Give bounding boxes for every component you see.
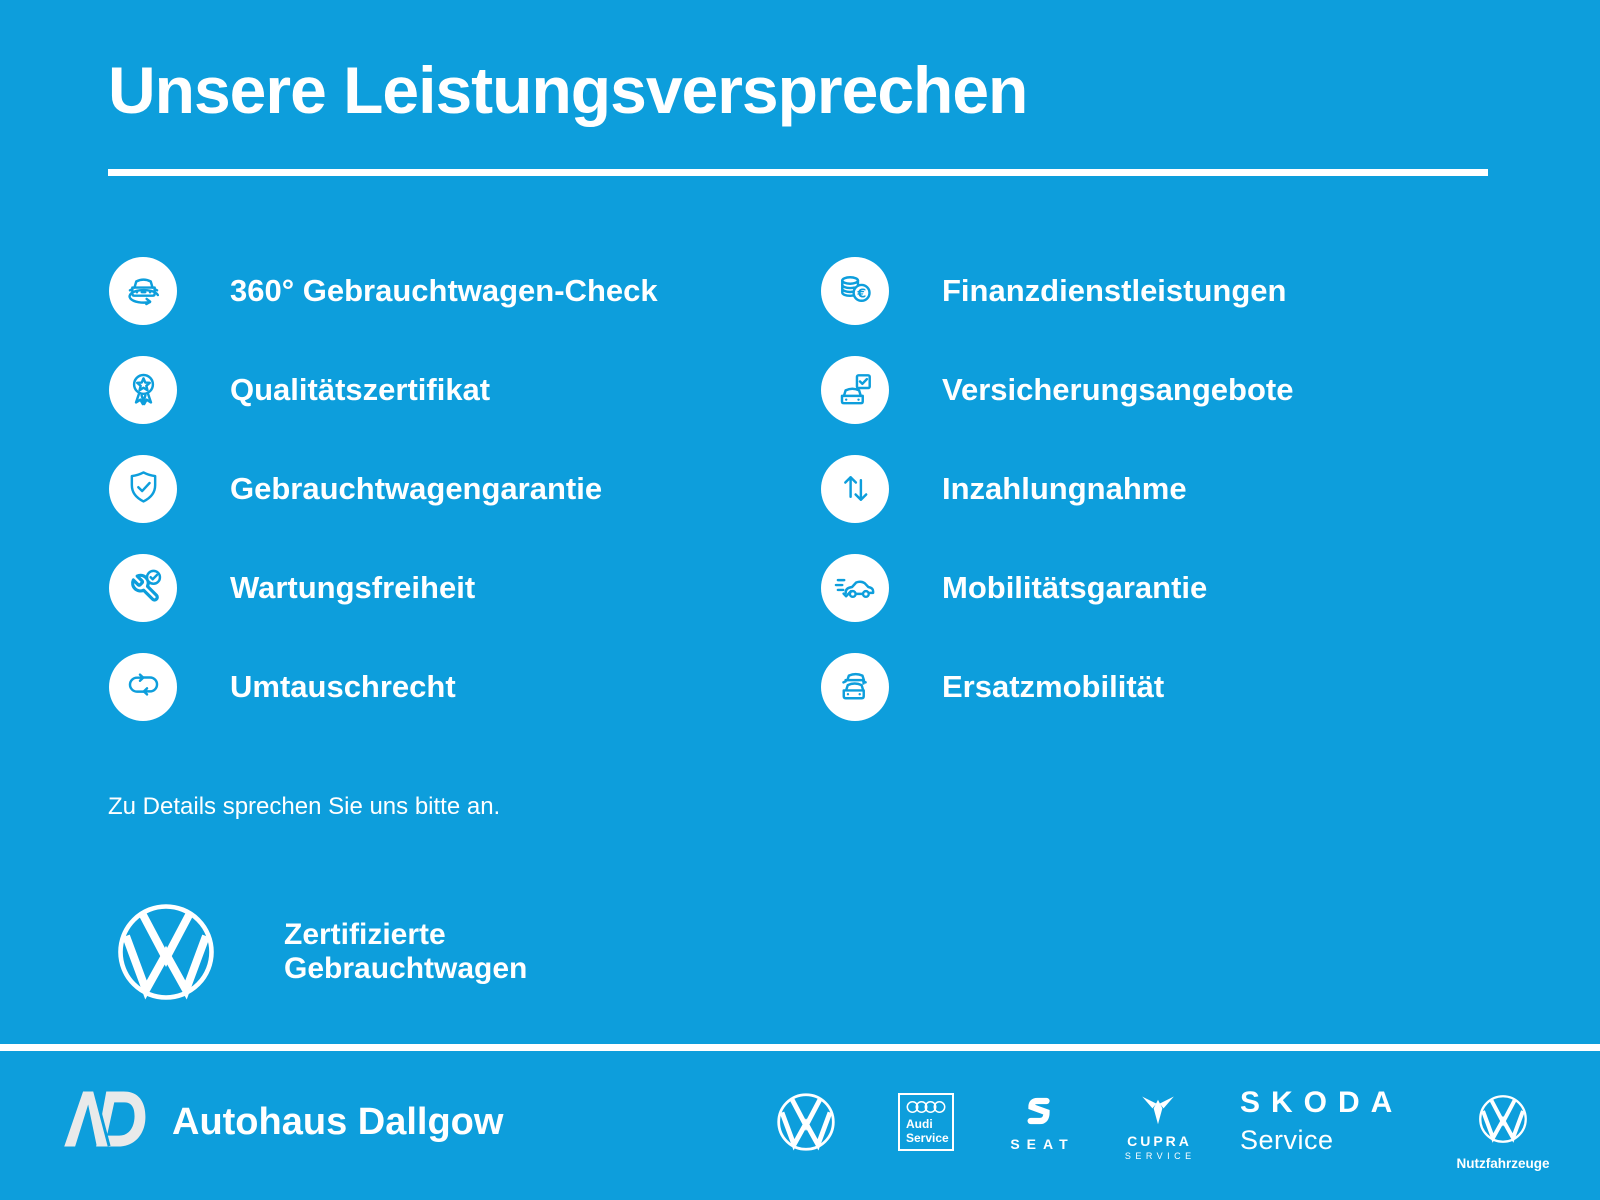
promise-label: Qualitätszertifikat: [230, 371, 491, 407]
list-item: Mobilitätsgarantie: [821, 538, 1293, 637]
vw-nutzfahrzeuge-logo: Nutzfahrzeuge: [1448, 1094, 1558, 1171]
promise-label: Mobilitätsgarantie: [942, 569, 1208, 605]
details-note: Zu Details sprechen Sie uns bitte an.: [108, 793, 501, 820]
dealer-name: Autohaus Dallgow: [172, 1101, 504, 1143]
two-cars-icon: [821, 652, 889, 721]
audi-service-label: Audi Service: [906, 1117, 949, 1145]
car-checkbox-icon: [821, 355, 889, 424]
list-item: Versicherungsangebote: [821, 340, 1293, 439]
svg-text:€: €: [856, 285, 866, 300]
list-item: Umtauschrecht: [109, 637, 658, 736]
seat-label: SEAT: [1010, 1136, 1075, 1152]
promise-column-left: 360° Gebrauchtwagen-Check Qualitätszerti…: [109, 241, 658, 736]
wrench-check-icon: [109, 553, 177, 622]
autohaus-dallgow-logo-icon: [64, 1090, 146, 1148]
cupra-service-logo: CUPRA SERVICE: [1112, 1092, 1204, 1161]
promise-label: Versicherungsangebote: [942, 371, 1294, 407]
promise-label: Gebrauchtwagengarantie: [230, 470, 603, 506]
list-item: € Finanzdienstleistungen: [821, 241, 1293, 340]
vw-logo-icon: [1479, 1095, 1527, 1143]
arrows-up-down-icon: [821, 454, 889, 523]
promise-label: 360° Gebrauchtwagen-Check: [230, 272, 658, 308]
car-speed-icon: [821, 553, 889, 622]
list-item: Ersatzmobilität: [821, 637, 1293, 736]
car-360-icon: [109, 256, 177, 325]
promise-label: Finanzdienstleistungen: [942, 272, 1287, 308]
audi-rings-icon: [906, 1101, 946, 1113]
seat-logo: SEAT: [1000, 1095, 1078, 1152]
vw-logo-icon: [118, 904, 214, 1000]
vw-logo-icon: [777, 1093, 835, 1151]
list-item: 360° Gebrauchtwagen-Check: [109, 241, 658, 340]
list-item: Inzahlungnahme: [821, 439, 1293, 538]
list-item: Qualitätszertifikat: [109, 340, 658, 439]
promise-label: Wartungsfreiheit: [230, 569, 476, 605]
promise-column-right: € Finanzdienstleistungen Versicherungsan…: [821, 241, 1293, 736]
list-item: Wartungsfreiheit: [109, 538, 658, 637]
footer-divider: [0, 1044, 1600, 1051]
cupra-label: CUPRA: [1127, 1133, 1192, 1149]
title-divider: [108, 169, 1488, 176]
cupra-mark-icon: [1142, 1096, 1174, 1125]
promise-label: Umtauschrecht: [230, 668, 456, 704]
skoda-service-label: Service: [1240, 1125, 1334, 1155]
skoda-label: SKODA: [1240, 1086, 1404, 1119]
skoda-service-logo: SKODA Service: [1240, 1086, 1403, 1156]
promise-label: Ersatzmobilität: [942, 668, 1165, 704]
certified-lockup: Zertifizierte Gebrauchtwagen: [116, 902, 527, 1002]
shield-check-icon: [109, 454, 177, 523]
page-title: Unsere Leistungsversprechen: [108, 53, 1028, 127]
cupra-service-label: SERVICE: [1124, 1151, 1196, 1161]
coins-euro-icon: €: [821, 256, 889, 325]
certified-label: Zertifizierte Gebrauchtwagen: [284, 918, 528, 985]
award-ribbon-icon: [109, 355, 177, 424]
audi-service-logo: Audi Service: [898, 1093, 954, 1151]
nutzfahrzeuge-label: Nutzfahrzeuge: [1456, 1156, 1550, 1171]
list-item: Gebrauchtwagengarantie: [109, 439, 658, 538]
promise-label: Inzahlungnahme: [942, 470, 1187, 506]
seat-s-icon: [1027, 1097, 1050, 1125]
exchange-arrows-icon: [109, 652, 177, 721]
